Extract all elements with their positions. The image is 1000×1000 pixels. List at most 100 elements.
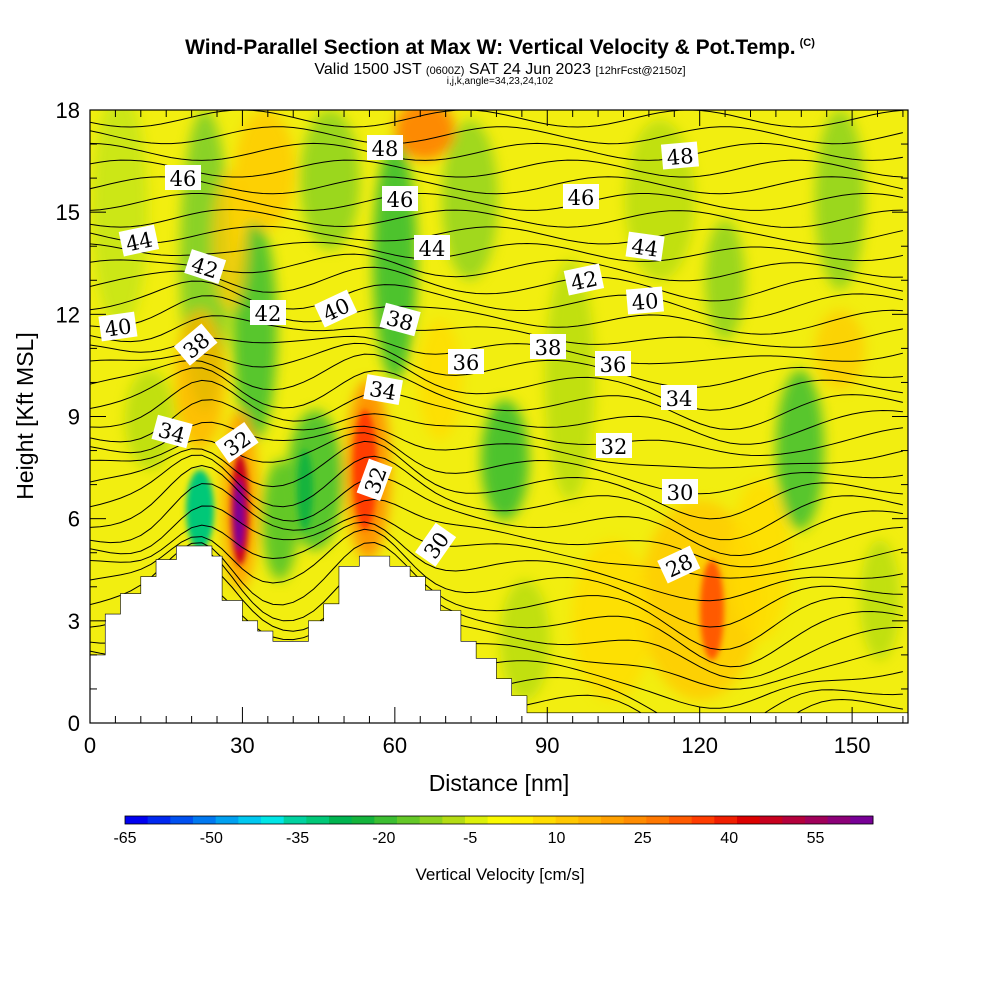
y-tick-label: 9: [68, 405, 80, 430]
theta-contour-line: [90, 353, 903, 411]
colorbar-tick-label: 55: [807, 830, 825, 847]
colorbar-swatch: [125, 816, 149, 824]
y-tick-label: 0: [68, 711, 80, 736]
contour-label: 32: [596, 433, 632, 459]
contour-label: 34: [661, 385, 697, 411]
colorbar-tick-label: -65: [113, 830, 136, 847]
theta-contour-line: [90, 280, 904, 320]
contour-label-bg: [314, 289, 358, 328]
colorbar-swatch: [510, 816, 534, 824]
theta-contour-line: [90, 541, 904, 651]
contour-label-text: 36: [600, 353, 627, 377]
colorbar-swatch: [805, 816, 829, 824]
theta-contour-line: [90, 193, 903, 211]
colorbar-swatch: [351, 816, 375, 824]
theta-contour-line: [90, 566, 903, 680]
colorbar-swatch: [261, 816, 285, 824]
contour-label-text: 48: [666, 144, 695, 170]
colorbar-swatch: [737, 816, 761, 824]
theta-contour-line: [90, 342, 903, 388]
contour-label-bg: [414, 235, 450, 260]
contour-label-bg: [382, 186, 418, 211]
contour-label: 40: [98, 311, 138, 342]
contour-label-bg: [596, 433, 632, 458]
contour-label-text: 38: [535, 336, 562, 360]
contour-label-text: 40: [631, 289, 660, 315]
colorbar-swatch: [170, 816, 194, 824]
valid-time: Valid 1500 JST: [314, 61, 422, 78]
theta-contour-line: [90, 454, 904, 541]
colorbar-swatch: [533, 816, 557, 824]
theta-contour-line: [90, 505, 904, 579]
theta-contour-line: [90, 241, 904, 262]
theta-contour-line: [90, 421, 904, 469]
contour-label: 42: [184, 249, 227, 284]
colorbar-frame: [124, 815, 874, 825]
contour-label-text: 46: [568, 186, 595, 210]
theta-contour-line: [90, 142, 903, 161]
contour-label-bg: [367, 135, 403, 160]
valid-date: SAT 24 Jun 2023: [468, 61, 592, 78]
colorbar-swatch: [283, 816, 307, 824]
colorbar-tick-label: -50: [200, 830, 223, 847]
contour-label: 44: [118, 224, 160, 257]
x-tick-label: 30: [230, 733, 254, 758]
contour-label-bg: [151, 414, 193, 449]
colorbar-swatch: [601, 816, 625, 824]
colorbar-tick-label: -20: [372, 830, 395, 847]
contour-label-text: 30: [667, 481, 694, 505]
grid-info: i,j,k,angle=34,23,24,102: [446, 76, 554, 87]
colorbar-swatch: [578, 816, 602, 824]
colorbar-tick-label: -5: [463, 830, 477, 847]
x-axis-title: Distance [nm]: [429, 770, 570, 796]
contour-label-bg: [184, 249, 227, 284]
theta-contour-line: [90, 335, 904, 365]
colorbar-swatch: [419, 816, 443, 824]
contour-label-bg: [415, 522, 457, 567]
contour-label-bg: [173, 323, 218, 366]
theta-contour-line: [90, 295, 903, 335]
contour-label-text: 42: [569, 266, 600, 295]
y-tick-label: 3: [68, 609, 80, 634]
contour-label: 44: [625, 231, 665, 262]
colorbar-swatch: [374, 816, 398, 824]
colorbar-swatch: [623, 816, 647, 824]
contour-label-text: 44: [124, 227, 155, 256]
chart-subtitle: Valid 1500 JST (0600Z) SAT 24 Jun 2023 […: [0, 61, 1000, 79]
colorbar-swatch: [193, 816, 217, 824]
theta-contour-line: [90, 483, 903, 568]
colorbar-swatch: [397, 816, 421, 824]
x-tick-label: 120: [681, 733, 718, 758]
valid-utc: (0600Z): [425, 65, 465, 77]
contour-label-bg: [625, 231, 665, 262]
theta-contour-line: [90, 159, 903, 178]
contour-label: 46: [563, 184, 599, 210]
theta-contour-line: [90, 464, 903, 557]
contour-label: 34: [151, 414, 193, 449]
contour-label: 46: [165, 165, 201, 191]
contour-label-text: 40: [103, 314, 133, 341]
contour-label-bg: [595, 351, 631, 376]
contour-label: 42: [250, 300, 286, 326]
contour-label-bg: [379, 302, 421, 337]
colorbar-tick-label: 40: [720, 830, 738, 847]
y-tick-label: 6: [68, 507, 80, 532]
contour-label: 36: [448, 349, 484, 375]
colorbar-tick-label: -35: [286, 830, 309, 847]
contour-label: 36: [595, 351, 631, 377]
contour-label-bg: [118, 224, 160, 257]
colorbar-swatch: [465, 816, 489, 824]
contour-label-text: 36: [453, 351, 480, 375]
colorbar-swatch: [329, 816, 353, 824]
colorbar-swatch: [555, 816, 579, 824]
x-tick-label: 0: [84, 733, 96, 758]
theta-contour-line: [90, 379, 903, 445]
contour-label-text: 46: [387, 188, 414, 212]
contour-label: 48: [660, 141, 699, 170]
y-tick-label: 18: [56, 98, 80, 123]
contour-label-text: 48: [372, 137, 399, 161]
contour-label-bg: [661, 385, 697, 410]
x-axis: 0 30 60 90 120 150: [84, 110, 904, 758]
